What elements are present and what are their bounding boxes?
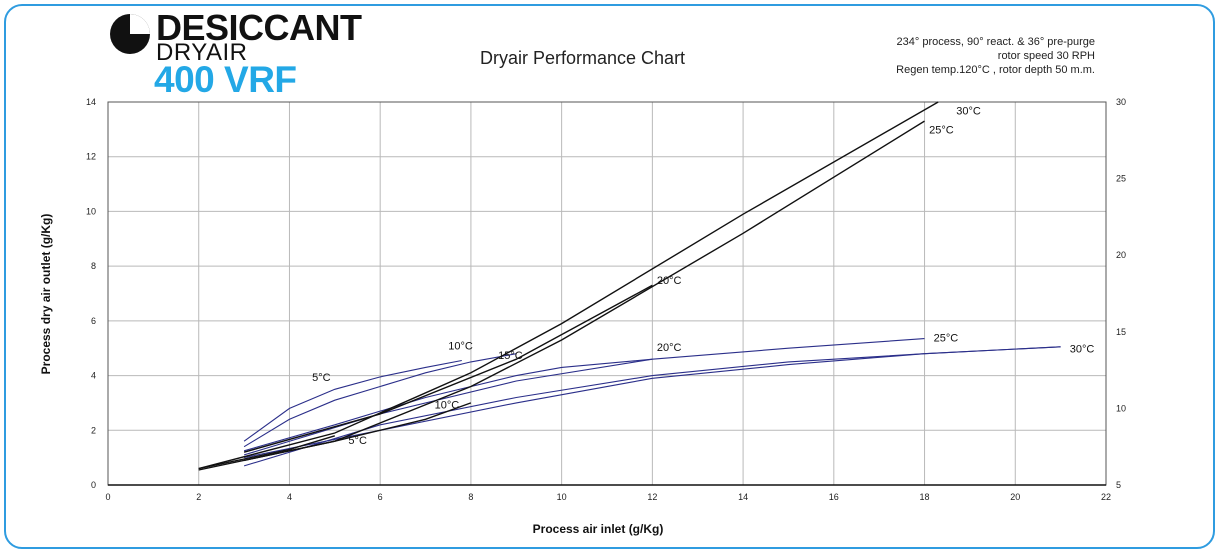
chart-note-2: rotor speed 30 RPH bbox=[997, 50, 1095, 62]
series-label: 10°C bbox=[435, 399, 460, 411]
y2-tick-label: 10 bbox=[1116, 403, 1126, 413]
series-label: 10°C bbox=[448, 341, 473, 353]
chart-curves bbox=[198, 101, 1061, 471]
y-tick-label: 12 bbox=[86, 152, 96, 162]
x-tick-label: 8 bbox=[468, 492, 473, 502]
x-tick-label: 22 bbox=[1101, 492, 1111, 502]
plot-area bbox=[107, 101, 1107, 486]
y-tick-label: 0 bbox=[91, 480, 96, 490]
series-label: 25°C bbox=[929, 124, 954, 136]
y2-tick-label: 5 bbox=[1116, 480, 1121, 490]
y2-tick-label: 15 bbox=[1116, 327, 1126, 337]
chart-frame bbox=[4, 4, 1215, 549]
chart-axes bbox=[107, 101, 1107, 486]
y-tick-label: 4 bbox=[91, 371, 96, 381]
y2-tick-label: 25 bbox=[1116, 174, 1126, 184]
series-label: 5°C bbox=[348, 435, 367, 447]
series-line-black bbox=[198, 435, 336, 470]
y2-tick-label: 30 bbox=[1116, 97, 1126, 107]
y-tick-label: 2 bbox=[91, 425, 96, 435]
x-axis-label: Process air inlet (g/Kg) bbox=[533, 522, 664, 536]
y-tick-label: 8 bbox=[91, 261, 96, 271]
series-line-blue bbox=[243, 359, 462, 442]
pie-logo-icon bbox=[110, 14, 150, 54]
x-tick-label: 12 bbox=[647, 492, 657, 502]
series-line-black bbox=[243, 284, 653, 453]
series-line-black bbox=[198, 101, 939, 470]
x-tick-label: 18 bbox=[920, 492, 930, 502]
series-label: 20°C bbox=[657, 342, 682, 354]
x-tick-label: 2 bbox=[196, 492, 201, 502]
y-tick-label: 6 bbox=[91, 316, 96, 326]
chart-ticks: 0 2 4 6 8 10 12 14 16 18 20 22 0 2 4 6 8 10 12 14 5 10 15 20 25 3… bbox=[86, 97, 1126, 502]
logo-desiccant: DESICCANT bbox=[156, 7, 362, 48]
chart-grid bbox=[107, 101, 1107, 486]
chart-series-labels: 5°C10°C15°C20°C25°C30°C5°C10°C20°C25°C30… bbox=[312, 105, 1094, 447]
x-tick-label: 0 bbox=[105, 492, 110, 502]
series-label: 5°C bbox=[312, 372, 331, 384]
series-label: 25°C bbox=[934, 332, 959, 344]
logo-dryair: DRYAIR bbox=[156, 39, 248, 66]
x-tick-label: 16 bbox=[829, 492, 839, 502]
series-label: 20°C bbox=[657, 275, 682, 287]
chart-title: Dryair Performance Chart bbox=[480, 48, 686, 68]
chart-note-1: 234° process, 90° react. & 36° pre-purge bbox=[896, 36, 1095, 48]
y-tick-label: 10 bbox=[86, 206, 96, 216]
y-axis-label: Process dry air outlet (g/Kg) bbox=[39, 214, 53, 375]
series-line-blue bbox=[243, 353, 517, 448]
x-tick-label: 4 bbox=[287, 492, 292, 502]
chart-note-3: Regen temp.120°C , rotor depth 50 m.m. bbox=[896, 64, 1095, 76]
series-line-black bbox=[198, 120, 925, 471]
logo-model: 400 VRF bbox=[154, 59, 297, 100]
x-tick-label: 20 bbox=[1010, 492, 1020, 502]
x-tick-label: 6 bbox=[378, 492, 383, 502]
x-tick-label: 10 bbox=[557, 492, 567, 502]
logo: DESICCANT DRYAIR 400 VRF bbox=[108, 8, 362, 100]
series-label: 30°C bbox=[956, 105, 981, 117]
y-tick-label: 14 bbox=[86, 97, 96, 107]
y2-tick-label: 20 bbox=[1116, 250, 1126, 260]
series-label: 15°C bbox=[498, 350, 523, 362]
series-label: 30°C bbox=[1070, 343, 1095, 355]
x-tick-label: 14 bbox=[738, 492, 748, 502]
